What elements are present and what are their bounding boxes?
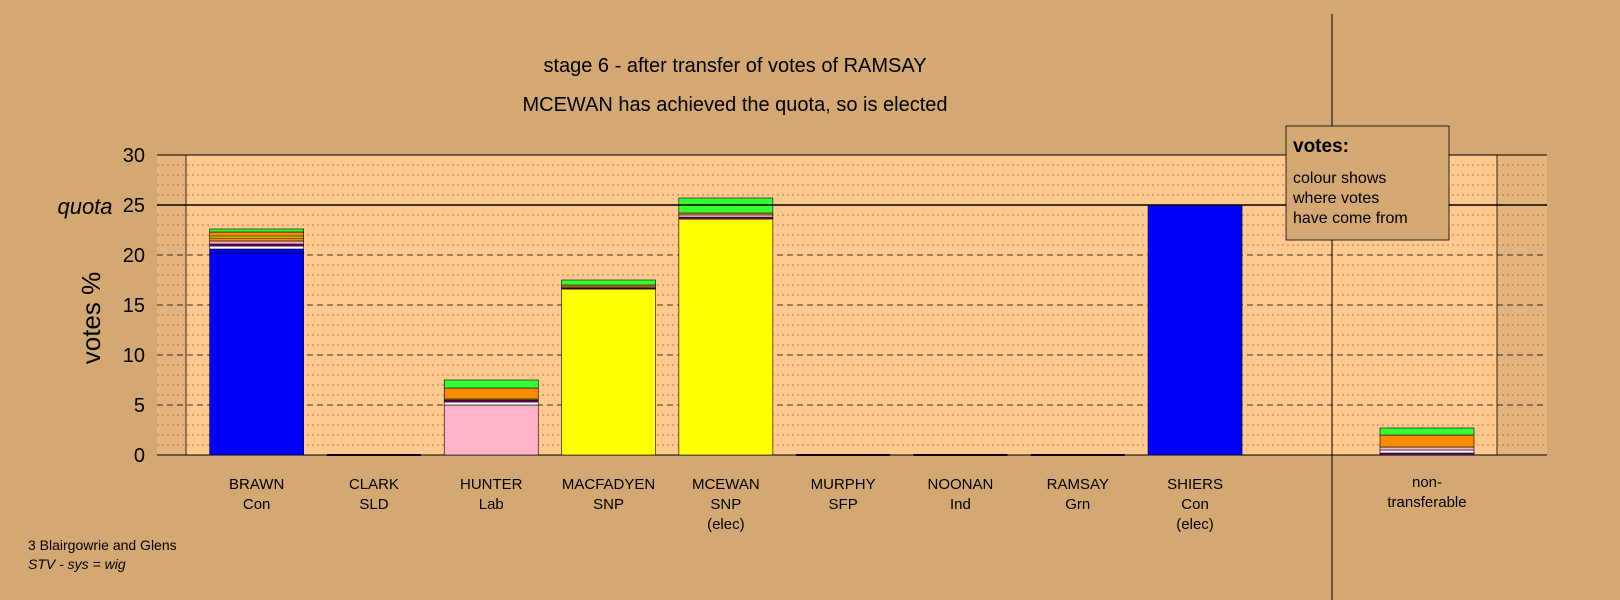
candidate-name: MCEWAN bbox=[692, 476, 760, 493]
bar-segment bbox=[209, 237, 304, 242]
bar-segment bbox=[209, 252, 304, 456]
bar-segment bbox=[561, 288, 656, 456]
y-tick-label: 30 bbox=[123, 145, 145, 167]
bar-segment bbox=[1379, 427, 1475, 436]
y-tick-label: 0 bbox=[134, 445, 145, 467]
bar-segment bbox=[443, 379, 539, 389]
candidate-party: SNP bbox=[710, 496, 741, 513]
bar-segment bbox=[678, 216, 774, 220]
chart-subtitle: MCEWAN has achieved the quota, so is ele… bbox=[522, 94, 947, 116]
bars bbox=[157, 197, 1547, 456]
candidate-name: MACFADYEN bbox=[562, 476, 655, 493]
bar-segment bbox=[1379, 449, 1475, 454]
bar-segment bbox=[1147, 204, 1243, 456]
bar-segment bbox=[209, 228, 304, 233]
candidate-party: Ind bbox=[950, 496, 971, 513]
candidate-party: SFP bbox=[829, 496, 858, 513]
y-tick-label: 5 bbox=[134, 395, 145, 417]
bar-segment bbox=[678, 218, 774, 456]
bar-shiers bbox=[1147, 204, 1243, 456]
bar-segment bbox=[209, 235, 304, 239]
candidate-name: BRAWN bbox=[229, 476, 284, 493]
bar-segment bbox=[561, 279, 656, 286]
candidate-name: CLARK bbox=[349, 476, 399, 493]
bar-non-transferable bbox=[1379, 427, 1475, 456]
candidate-name: HUNTER bbox=[460, 476, 523, 493]
candidate-status: (elec) bbox=[707, 516, 745, 533]
y-tick-label: 10 bbox=[123, 345, 145, 367]
y-tick-label: 15 bbox=[123, 295, 145, 317]
candidate-name: RAMSAY bbox=[1047, 476, 1109, 493]
chart-title: stage 6 - after transfer of votes of RAM… bbox=[543, 55, 926, 77]
candidate-name: NOONAN bbox=[928, 476, 994, 493]
candidate-party: Lab bbox=[479, 496, 504, 513]
bar-macfadyen bbox=[561, 279, 656, 456]
footer-constituency: 3 Blairgowrie and Glens bbox=[28, 537, 177, 553]
legend-box bbox=[1285, 125, 1450, 241]
bar-segment bbox=[209, 248, 304, 254]
bar-segment bbox=[209, 231, 304, 237]
non-transferable-label: transferable bbox=[1387, 494, 1466, 511]
candidate-status: (elec) bbox=[1176, 516, 1214, 533]
legend-line-1: colour shows bbox=[1293, 170, 1386, 187]
legend-line-3: have come from bbox=[1293, 210, 1408, 227]
bar-segment bbox=[443, 401, 539, 406]
candidate-party: Con bbox=[1181, 496, 1209, 513]
candidate-name: MURPHY bbox=[811, 476, 876, 493]
candidate-party: SLD bbox=[359, 496, 388, 513]
bar-segment bbox=[443, 387, 539, 400]
bar-segment bbox=[209, 240, 304, 245]
bar-segment bbox=[443, 404, 539, 456]
quota-label: quota bbox=[57, 194, 112, 219]
bar-segment bbox=[1379, 446, 1475, 451]
bar-mcewan bbox=[678, 197, 774, 456]
legend-title: votes: bbox=[1293, 136, 1349, 157]
legend: votes: colour shows where votes have com… bbox=[1285, 125, 1450, 241]
y-tick-label: 25 bbox=[123, 195, 145, 217]
legend-line-2: where votes bbox=[1292, 190, 1379, 207]
bar-brawn bbox=[209, 228, 304, 456]
y-axis-ticks: 0 5 10 15 20 25 30 bbox=[123, 145, 145, 467]
y-tick-label: 20 bbox=[123, 245, 145, 267]
candidate-labels: BRAWN Con CLARK SLD HUNTER Lab MACFADYEN SNP MCE… bbox=[229, 474, 1467, 533]
bar-segment bbox=[678, 214, 774, 218]
grid-lines bbox=[157, 154, 1547, 456]
y-axis-label: votes % bbox=[76, 272, 106, 365]
candidate-party: SNP bbox=[593, 496, 624, 513]
bar-segment bbox=[678, 212, 774, 216]
bar-segment bbox=[1379, 434, 1475, 448]
bar-segment bbox=[209, 243, 304, 247]
footer-system: STV - sys = wig bbox=[28, 556, 126, 572]
non-transferable-label: non- bbox=[1412, 474, 1442, 491]
candidate-party: Con bbox=[243, 496, 271, 513]
candidate-party: Grn bbox=[1065, 496, 1090, 513]
bar-segment bbox=[209, 245, 304, 250]
candidate-name: SHIERS bbox=[1167, 476, 1223, 493]
bar-hunter bbox=[443, 379, 539, 456]
